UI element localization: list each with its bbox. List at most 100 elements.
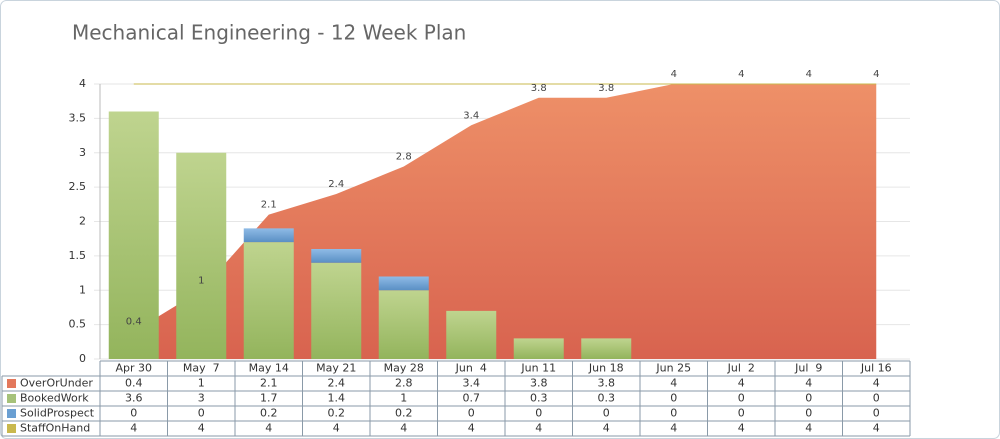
- table-cell: 4: [670, 377, 677, 390]
- table-cell: 2.1: [260, 377, 278, 390]
- table-cell: 0: [670, 392, 677, 405]
- y-tick-label: 3: [79, 146, 86, 159]
- table-cell: 0: [738, 392, 745, 405]
- bar: [446, 310, 497, 359]
- x-tick-label: Apr 30: [115, 362, 152, 375]
- table-cell: 0.2: [328, 407, 346, 420]
- bar: [243, 228, 294, 243]
- table-cell: 4: [670, 422, 677, 435]
- table-cell: 0: [805, 407, 812, 420]
- table-cell: 4: [805, 377, 812, 390]
- legend-label: StaffOnHand: [20, 422, 90, 435]
- table-cell: 1: [400, 392, 407, 405]
- bar: [311, 249, 362, 263]
- table-cell: 0.3: [530, 392, 548, 405]
- bar: [581, 338, 632, 359]
- data-label: 2.4: [328, 179, 344, 190]
- x-tick-label: Jun 25: [655, 362, 691, 375]
- table-cell: 4: [535, 422, 542, 435]
- x-tick-label: Jul 9: [794, 362, 822, 375]
- table-cell: 4: [333, 422, 340, 435]
- table-cell: 3.8: [598, 377, 616, 390]
- data-label: 4: [738, 69, 744, 80]
- bar: [378, 290, 429, 359]
- table-cell: 0: [603, 407, 610, 420]
- bar: [108, 111, 159, 359]
- legend-label: OverOrUnder: [20, 377, 93, 390]
- table-cell: 0: [805, 392, 812, 405]
- data-label: 0.4: [126, 317, 142, 328]
- table-cell: 1: [198, 377, 205, 390]
- legend-swatch: [7, 394, 16, 403]
- bar: [176, 152, 227, 359]
- y-tick-label: 1.5: [69, 249, 87, 262]
- y-tick-label: 0: [79, 352, 86, 365]
- table-cell: 2.8: [395, 377, 413, 390]
- table-cell: 0: [873, 407, 880, 420]
- x-tick-label: Jun 11: [520, 362, 556, 375]
- table-cell: 4: [265, 422, 272, 435]
- table-cell: 0: [670, 407, 677, 420]
- data-label: 3.8: [598, 83, 614, 94]
- table-cell: 0.7: [463, 392, 481, 405]
- bar: [243, 242, 294, 359]
- table-cell: 0.4: [125, 377, 143, 390]
- table-cell: 1.4: [328, 392, 346, 405]
- legend-swatch: [7, 379, 16, 388]
- table-cell: 0: [738, 407, 745, 420]
- bar: [513, 338, 564, 359]
- x-tick-label: May 28: [384, 362, 424, 375]
- table-cell: 3: [198, 392, 205, 405]
- data-label: 4: [873, 69, 879, 80]
- table-cell: 0: [535, 407, 542, 420]
- table-cell: 2.4: [328, 377, 346, 390]
- table-cell: 4: [873, 422, 880, 435]
- y-tick-label: 3.5: [69, 111, 87, 124]
- bar: [378, 276, 429, 291]
- table-cell: 0: [873, 392, 880, 405]
- bar: [311, 262, 362, 359]
- data-label: 4: [671, 69, 677, 80]
- legend-label: SolidProspect: [20, 407, 95, 420]
- data-label: 2.1: [261, 200, 277, 211]
- x-tick-label: May 7: [183, 362, 220, 375]
- table-cell: 4: [468, 422, 475, 435]
- x-tick-label: Jul 16: [860, 362, 892, 375]
- table-cell: 4: [738, 377, 745, 390]
- legend-label: BookedWork: [20, 392, 89, 405]
- table-cell: 4: [805, 422, 812, 435]
- data-label: 3.4: [463, 110, 479, 121]
- table-cell: 4: [873, 377, 880, 390]
- chart-title: Mechanical Engineering - 12 Week Plan: [72, 21, 466, 45]
- table-cell: 4: [130, 422, 137, 435]
- x-tick-label: Jun 18: [588, 362, 624, 375]
- table-cell: 3.8: [530, 377, 548, 390]
- x-tick-label: Jun 4: [455, 362, 487, 375]
- table-cell: 3.4: [463, 377, 481, 390]
- table-cell: 4: [400, 422, 407, 435]
- data-label: 3.8: [531, 83, 547, 94]
- x-tick-label: May 21: [316, 362, 356, 375]
- legend-swatch: [7, 409, 16, 418]
- y-tick-label: 4: [79, 77, 86, 90]
- legend-swatch: [7, 424, 16, 433]
- y-tick-label: 2: [79, 215, 86, 228]
- table-cell: 0.2: [395, 407, 413, 420]
- table-cell: 4: [198, 422, 205, 435]
- table-cell: 1.7: [260, 392, 278, 405]
- x-tick-label: May 14: [249, 362, 289, 375]
- data-label: 1: [198, 275, 204, 286]
- table-cell: 4: [738, 422, 745, 435]
- table-cell: 0: [130, 407, 137, 420]
- y-tick-label: 1: [79, 283, 86, 296]
- table-cell: 4: [603, 422, 610, 435]
- data-label: 2.8: [396, 152, 412, 163]
- y-tick-label: 2.5: [69, 180, 87, 193]
- x-tick-label: Jul 2: [727, 362, 755, 375]
- table-cell: 0: [198, 407, 205, 420]
- table-cell: 3.6: [125, 392, 143, 405]
- data-label: 4: [806, 69, 812, 80]
- table-cell: 0: [468, 407, 475, 420]
- table-cell: 0.3: [598, 392, 616, 405]
